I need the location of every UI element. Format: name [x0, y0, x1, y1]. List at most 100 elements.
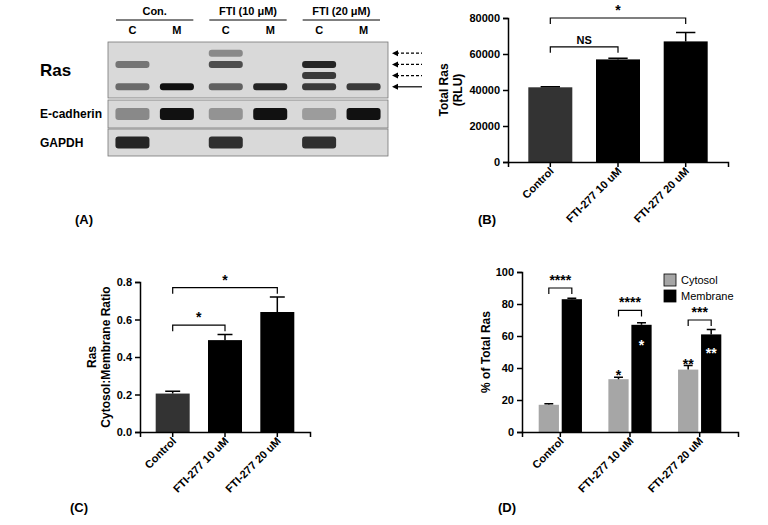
error-bar	[541, 86, 560, 88]
significance-label: *	[196, 309, 202, 325]
bar	[664, 41, 708, 162]
chart-2: 020406080100% of Total RasControlFTI-277…	[479, 266, 739, 495]
tick: FTI-277 20 uM	[223, 432, 283, 495]
bar	[596, 59, 640, 162]
tick-label: 80000	[469, 12, 500, 24]
axis-line	[517, 273, 523, 433]
significance-bracket	[173, 288, 278, 294]
tick-mark	[517, 272, 522, 274]
group-underline	[116, 20, 193, 21]
tick: 20000	[469, 120, 508, 132]
y-axis-title: % of Total Ras	[479, 311, 493, 393]
bar	[562, 299, 582, 432]
tick-mark	[135, 357, 140, 359]
axis-line	[135, 283, 141, 433]
bar	[528, 87, 572, 162]
arrow	[396, 64, 422, 65]
tick-label: 40	[502, 362, 514, 374]
tick-mark	[685, 162, 687, 167]
x-axis: ControlFTI-277 10 uMFTI-277 20 uM	[141, 432, 311, 495]
lane-label: M	[266, 24, 275, 36]
significance-bracket	[550, 18, 685, 24]
band	[347, 108, 381, 120]
axis-line	[509, 163, 729, 168]
tick-mark	[517, 336, 522, 338]
bar	[539, 405, 559, 432]
group-underline	[303, 20, 380, 21]
band	[209, 137, 243, 149]
blot-strip	[108, 42, 388, 98]
tick-mark	[517, 368, 522, 370]
significance-label: *	[222, 272, 228, 288]
figure-container: Con.CMFTI (10 μM)CMFTI (20 μM)CMRasE-cad…	[0, 0, 768, 525]
tick-label: FTI-277 20 uM	[645, 435, 705, 495]
significance-label: *	[615, 2, 621, 18]
tick-mark	[135, 319, 140, 321]
group-underline	[209, 20, 286, 21]
tick-label: 0.6	[117, 314, 132, 326]
error-bar	[567, 297, 576, 299]
tick: 100	[496, 266, 522, 278]
blot-strip	[108, 100, 388, 128]
y-axis: 0.00.20.40.60.8	[117, 276, 141, 438]
tick-mark	[503, 162, 508, 164]
band	[115, 83, 149, 90]
tick: 80	[502, 298, 522, 310]
tick: 0	[494, 156, 508, 168]
tick: 60	[502, 330, 522, 342]
tick: Control	[142, 432, 178, 471]
arrow	[396, 75, 422, 76]
panel-label: (D)	[498, 500, 516, 515]
band	[209, 83, 243, 90]
bar-annotation: *	[616, 367, 622, 383]
error-bar	[707, 330, 716, 335]
arrow-head	[392, 84, 398, 90]
error-bar	[676, 32, 695, 41]
band	[302, 61, 336, 68]
tick-label: Control	[520, 165, 556, 201]
legend-swatch	[664, 274, 676, 286]
error-bar	[637, 323, 646, 325]
bar	[208, 340, 242, 432]
error-bar	[608, 58, 627, 59]
legend-label: Cytosol	[681, 274, 718, 286]
bar	[701, 334, 721, 432]
tick-mark	[503, 90, 508, 92]
tick-mark	[135, 394, 140, 396]
bar	[608, 379, 628, 432]
tick: 80000	[469, 12, 508, 24]
tick-mark	[135, 432, 140, 434]
tick-label: 20	[502, 394, 514, 406]
significance-label: NS	[577, 34, 592, 46]
tick: FTI-277 10 uM	[564, 162, 624, 225]
tick: 0.4	[117, 351, 140, 363]
tick-mark	[277, 432, 279, 437]
significance-bracket	[549, 288, 572, 294]
band	[160, 108, 194, 120]
row-label: E-cadherin	[40, 107, 102, 121]
legend-swatch	[664, 290, 676, 302]
error-bar	[165, 391, 180, 393]
tick-label: 60	[502, 330, 514, 342]
bar-annotation: *	[639, 337, 645, 353]
tick-label: FTI-277 10 uM	[564, 165, 624, 225]
band	[302, 137, 336, 149]
tick-label: FTI-277 20 uM	[223, 435, 283, 495]
tick-mark	[560, 432, 562, 437]
significance-label: ****	[619, 294, 641, 310]
significance-bracket	[550, 47, 618, 53]
band	[253, 108, 287, 120]
significance-bracket	[618, 310, 641, 316]
bar-annotation: **	[683, 356, 694, 372]
tick-label: FTI-277 20 uM	[631, 165, 691, 225]
tick: FTI-277 10 uM	[576, 432, 636, 495]
arrow	[396, 53, 422, 54]
tick-mark	[135, 282, 140, 284]
plot-area	[528, 32, 707, 162]
blot-panel: Con.CMFTI (10 μM)CMFTI (20 μM)CMRasE-cad…	[40, 5, 422, 156]
tick-label: 0.2	[117, 389, 132, 401]
x-axis: ControlFTI-277 10 uMFTI-277 20 uM	[509, 162, 729, 225]
tick-mark	[224, 432, 226, 437]
legend: CytosolMembrane	[664, 274, 734, 302]
tick-mark	[503, 126, 508, 128]
